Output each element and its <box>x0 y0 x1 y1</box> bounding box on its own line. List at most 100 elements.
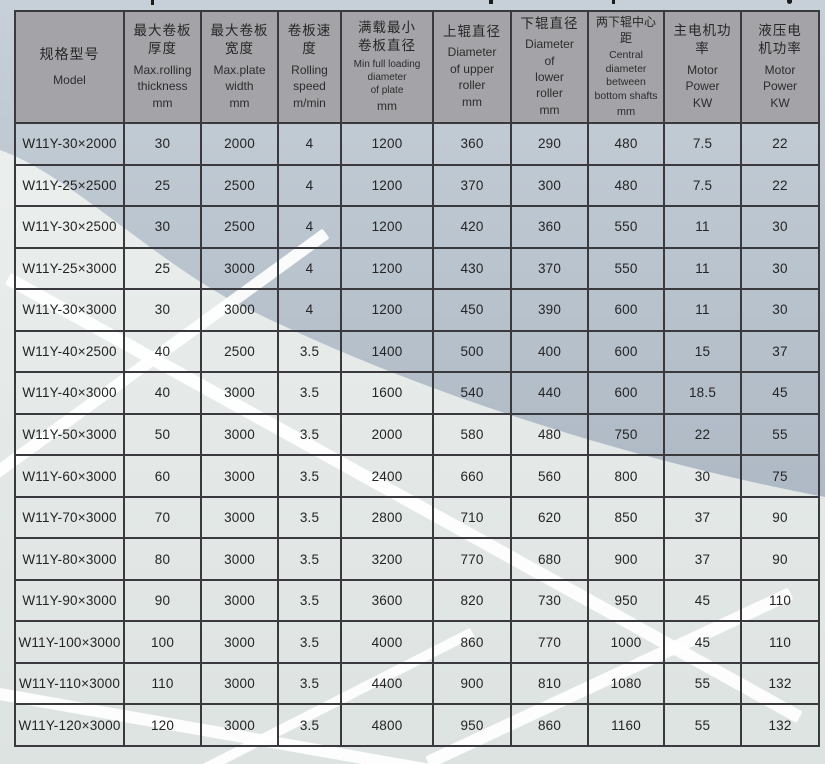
value-cell: 4000 <box>340 620 434 664</box>
value-cell: 800 <box>587 454 665 498</box>
value-cell: 11 <box>663 288 742 332</box>
value-cell: 37 <box>663 537 742 581</box>
value-cell: 2500 <box>200 205 279 249</box>
model-cell: W11Y-30×2000 <box>14 122 125 166</box>
header-line-en: bottom shafts <box>594 90 658 103</box>
table-row: W11Y-100×3000 100 3000 3.5 4000 860 770 1000 45 1… <box>14 620 820 664</box>
value-cell: 90 <box>123 578 202 623</box>
table-row: W11Y-60×3000 60 3000 3.5 2400 660 560 800 30 75 <box>14 454 820 498</box>
value-cell: 3.5 <box>277 703 342 747</box>
header-unit: mm <box>616 105 636 118</box>
header-line-en: Max.rolling <box>133 62 192 77</box>
header-unit: KW <box>770 96 790 110</box>
value-cell: 680 <box>510 537 589 581</box>
value-cell: 290 <box>510 122 589 166</box>
value-cell: 600 <box>587 329 665 374</box>
model-cell: W11Y-60×3000 <box>14 454 125 498</box>
header-line-en: of upper <box>449 61 495 76</box>
value-cell: 480 <box>510 412 589 457</box>
value-cell: 1200 <box>340 246 434 291</box>
header-unit: mm <box>462 94 482 109</box>
value-cell: 25 <box>123 163 202 208</box>
header-content: 两下辊中心距 Central diameter between bottom shaft… <box>591 13 661 121</box>
value-cell: 22 <box>663 412 742 457</box>
header-line-zh: 满载最小 <box>358 19 416 35</box>
header-content: 液压电 机功率 Motor Power KW <box>744 13 816 121</box>
value-cell: 3000 <box>200 703 279 747</box>
header-line-zh: 下辊直径 <box>520 16 579 32</box>
value-cell: 4 <box>277 122 342 166</box>
header-line-zh: 卷板直径 <box>358 38 416 54</box>
table-row: W11Y-30×3000 30 3000 4 1200 450 390 600 11 30 <box>14 288 820 332</box>
value-cell: 3000 <box>200 495 279 540</box>
table-row: W11Y-40×2500 40 2500 3.5 1400 500 400 600 15 37 <box>14 329 820 374</box>
value-cell: 900 <box>587 537 665 581</box>
model-cell: W11Y-120×3000 <box>14 703 125 747</box>
header-line-en: speed <box>293 78 326 93</box>
cropped-title-fragment <box>151 0 154 5</box>
header-line-en: roller <box>458 77 486 92</box>
header-line-en: roller <box>536 85 563 100</box>
value-cell: 22 <box>740 122 820 166</box>
value-cell: 132 <box>740 703 820 747</box>
value-cell: 55 <box>663 703 742 747</box>
value-cell: 25 <box>123 246 202 291</box>
header-content: 规格型号 Model <box>18 13 121 121</box>
header-unit: KW <box>692 96 713 110</box>
model-cell: W11Y-40×2500 <box>14 329 125 374</box>
header-unit: mm <box>229 96 250 110</box>
header-unit: mm <box>539 103 560 118</box>
table-row: W11Y-70×3000 70 3000 3.5 2800 710 620 850 37 90 <box>14 495 820 540</box>
header-line-en: between <box>606 76 646 89</box>
table-row: W11Y-25×2500 25 2500 4 1200 370 300 480 7.5 22 <box>14 163 820 208</box>
value-cell: 810 <box>510 661 589 706</box>
header-content: 下辊直径 Diameter of lower roller mm <box>514 13 585 121</box>
value-cell: 1600 <box>340 371 434 415</box>
value-cell: 70 <box>123 495 202 540</box>
value-cell: 55 <box>663 661 742 706</box>
header-chinese: 两下辊中心距 <box>591 14 661 46</box>
table-row: W11Y-40×3000 40 3000 3.5 1600 540 440 600 18.5 45 <box>14 371 820 415</box>
header-line-zh: 上辊直径 <box>443 24 501 40</box>
value-cell: 770 <box>510 620 589 664</box>
value-cell: 390 <box>510 288 589 332</box>
value-cell: 3.5 <box>277 620 342 664</box>
value-cell: 710 <box>432 495 512 540</box>
header-cell-col0: 规格型号 Model <box>14 10 125 124</box>
header-line-zh: 液压电 <box>758 23 802 39</box>
value-cell: 3.5 <box>277 329 342 374</box>
cropped-title-fragment <box>612 0 615 4</box>
value-cell: 480 <box>587 122 665 166</box>
table-row: W11Y-90×3000 90 3000 3.5 3600 820 730 950 45 110 <box>14 578 820 623</box>
value-cell: 3000 <box>200 412 279 457</box>
value-cell: 55 <box>740 412 820 457</box>
value-cell: 360 <box>510 205 589 249</box>
value-cell: 3.5 <box>277 454 342 498</box>
cropped-title-fragment <box>787 0 792 4</box>
header-chinese: 规格型号 <box>40 45 100 64</box>
value-cell: 3000 <box>200 246 279 291</box>
value-cell: 37 <box>740 329 820 374</box>
value-cell: 50 <box>123 412 202 457</box>
value-cell: 3.5 <box>277 495 342 540</box>
value-cell: 430 <box>432 246 512 291</box>
header-line-en: Max.plate <box>213 62 266 77</box>
value-cell: 750 <box>587 412 665 457</box>
value-cell: 1200 <box>340 163 434 208</box>
value-cell: 3000 <box>200 578 279 623</box>
value-cell: 370 <box>432 163 512 208</box>
table-row: W11Y-80×3000 80 3000 3.5 3200 770 680 900 37 90 <box>14 537 820 581</box>
value-cell: 40 <box>123 329 202 374</box>
value-cell: 600 <box>587 288 665 332</box>
header-line-zh: 机功率 <box>758 41 802 57</box>
header-line-zh: 主电机功率 <box>673 23 732 57</box>
header-line-en: diameter <box>367 72 407 84</box>
value-cell: 3000 <box>200 288 279 332</box>
header-line-en: Central <box>609 49 643 62</box>
value-cell: 75 <box>740 454 820 498</box>
header-unit: m/min <box>293 96 326 110</box>
model-cell: W11Y-100×3000 <box>14 620 125 664</box>
header-line-en: thickness <box>137 78 188 93</box>
value-cell: 3000 <box>200 537 279 581</box>
header-line-zh: 最大卷板 <box>210 23 269 39</box>
